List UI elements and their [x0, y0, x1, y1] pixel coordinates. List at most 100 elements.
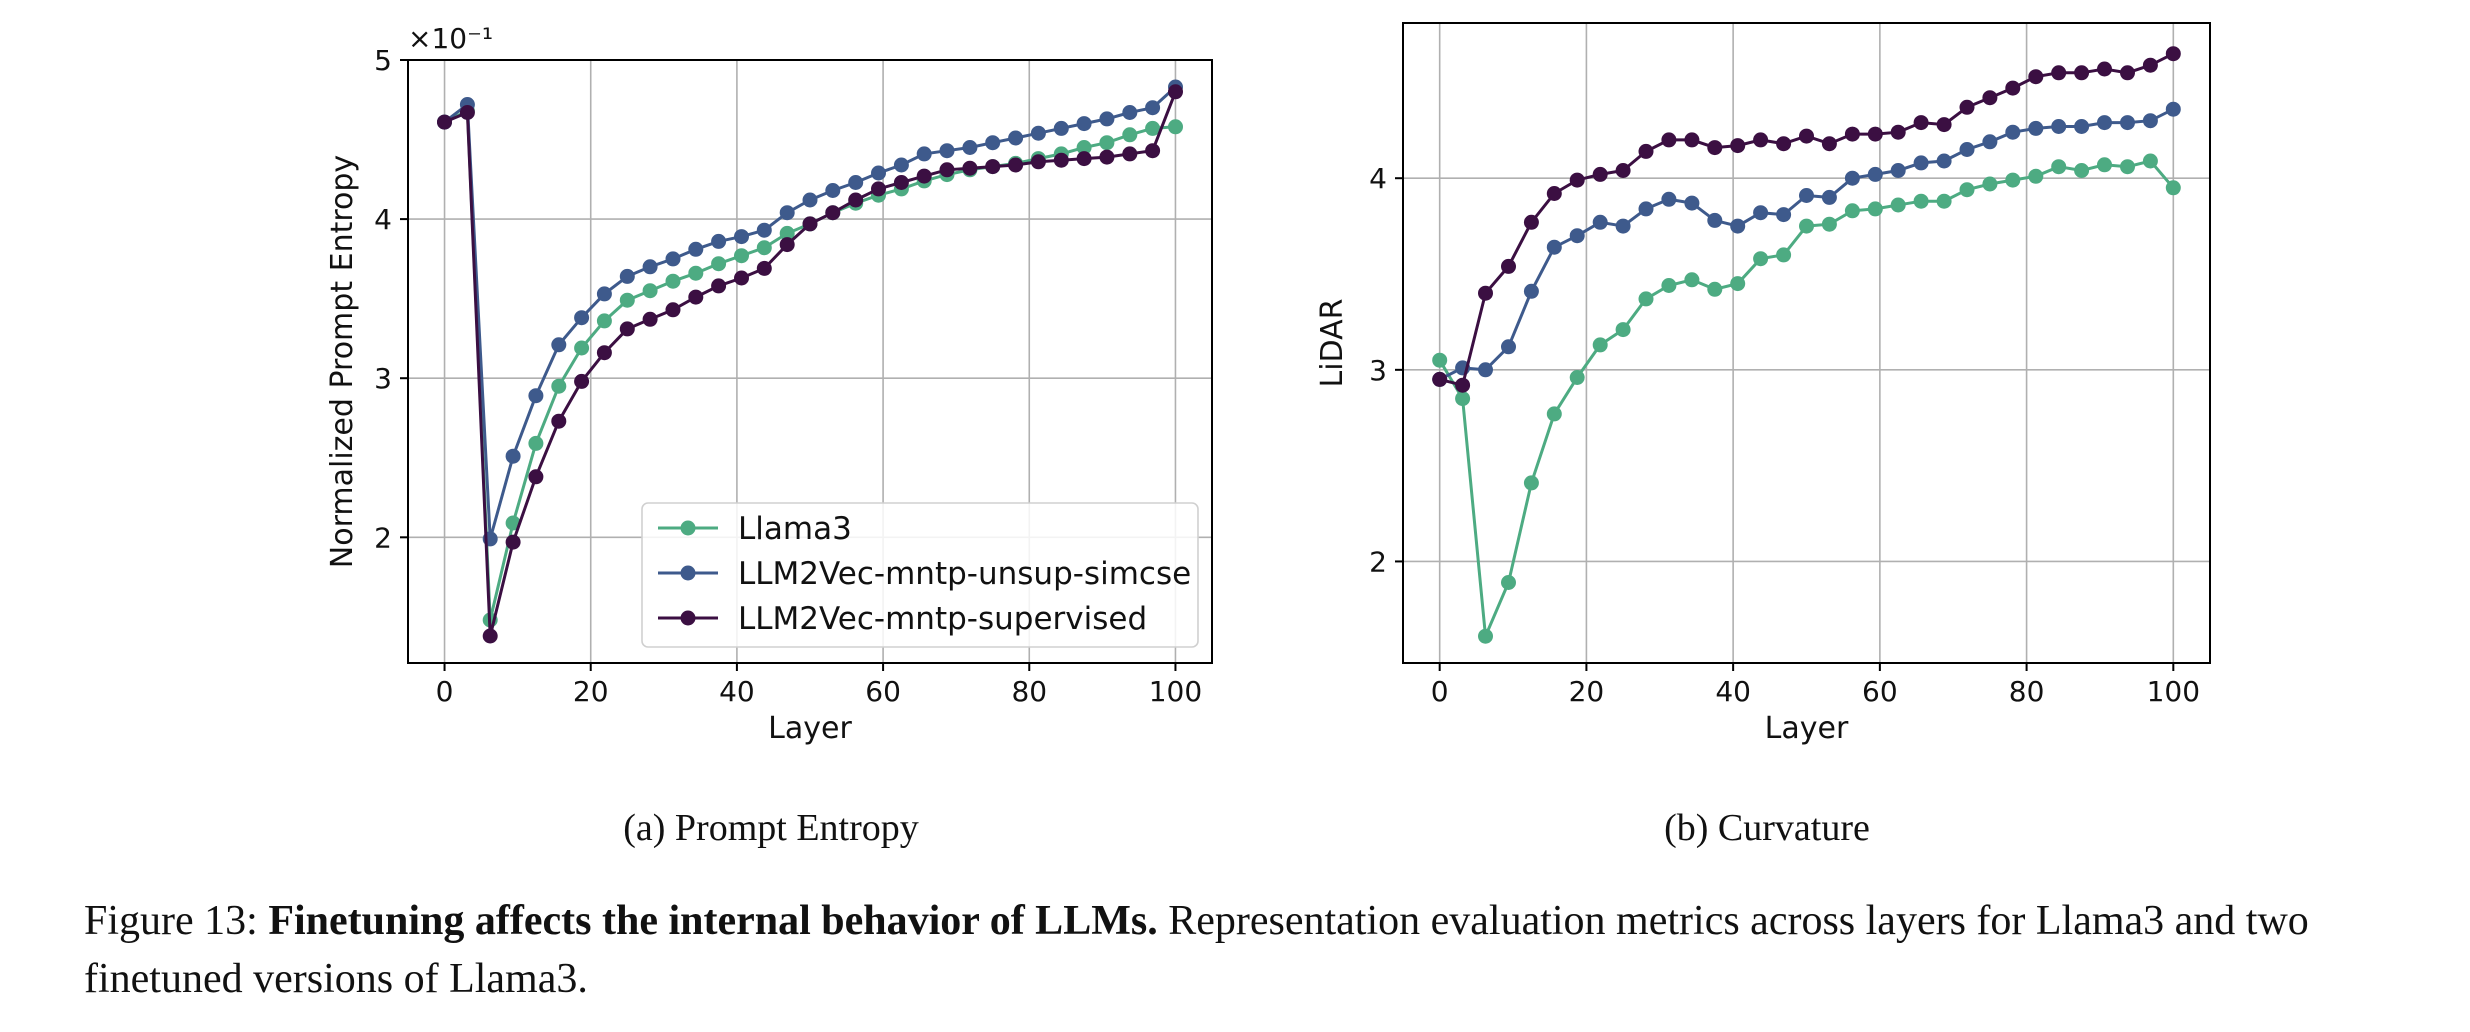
data-point — [1867, 166, 1883, 182]
data-point — [962, 140, 978, 155]
x-axis-label: Layer — [768, 711, 852, 746]
data-point — [1501, 575, 1516, 590]
data-point — [1523, 475, 1539, 491]
data-point — [802, 216, 818, 232]
x-tick-label: 20 — [1569, 675, 1605, 708]
x-tick-label: 0 — [1431, 675, 1449, 708]
y-tick-label: 4 — [1369, 162, 1387, 195]
data-point — [437, 114, 452, 130]
data-point — [2120, 65, 2135, 81]
data-point — [2097, 115, 2112, 131]
data-point — [848, 192, 864, 208]
data-point — [893, 175, 909, 190]
data-point — [688, 289, 704, 305]
x-tick-label: 60 — [1862, 675, 1898, 708]
data-point — [1053, 120, 1069, 136]
data-point — [1867, 126, 1883, 142]
data-point — [665, 302, 681, 318]
data-point — [1753, 132, 1769, 148]
data-point — [848, 175, 864, 190]
data-point — [2028, 168, 2044, 184]
legend-label: LLM2Vec-mntp-supervised — [738, 601, 1147, 637]
data-point — [1776, 247, 1792, 263]
legend-marker — [680, 565, 696, 581]
data-point — [1615, 218, 1631, 234]
x-tick-label: 60 — [865, 675, 901, 708]
data-point — [1523, 283, 1539, 299]
data-point — [1546, 186, 1562, 201]
data-point — [1799, 128, 1814, 144]
data-point — [596, 345, 612, 361]
data-point — [756, 240, 772, 256]
data-point — [1730, 276, 1746, 292]
axes-frame — [407, 59, 1213, 664]
data-point — [779, 225, 795, 241]
data-point — [2028, 120, 2044, 136]
data-point — [551, 378, 567, 394]
data-point — [1099, 135, 1115, 151]
data-point — [779, 205, 795, 221]
data-point — [1455, 391, 1471, 407]
data-point — [1501, 339, 1516, 355]
data-point — [1776, 136, 1792, 152]
data-point — [1913, 115, 1929, 131]
caption-bold: Finetuning affects the internal behavior… — [268, 898, 1158, 944]
x-tick-label: 40 — [1715, 675, 1751, 708]
data-point — [916, 168, 932, 184]
data-point — [596, 286, 612, 302]
data-point — [2051, 119, 2067, 134]
data-point — [734, 248, 749, 264]
y-tick-label: 2 — [374, 521, 392, 554]
data-point — [1936, 193, 1952, 209]
data-point — [1569, 370, 1585, 385]
data-point — [528, 388, 544, 404]
data-point — [1821, 216, 1837, 232]
data-point — [1008, 130, 1024, 146]
data-point — [2005, 80, 2021, 96]
data-point — [756, 260, 772, 276]
data-point — [642, 259, 658, 275]
data-point — [2142, 153, 2158, 169]
x-tick-label: 80 — [2009, 675, 2045, 708]
data-point — [2165, 101, 2181, 117]
data-point — [1913, 155, 1929, 171]
data-point — [2097, 61, 2112, 77]
data-point — [711, 278, 727, 294]
data-point — [688, 241, 704, 257]
data-point — [1122, 146, 1138, 162]
x-tick-label: 20 — [573, 675, 609, 708]
data-point — [2074, 163, 2090, 178]
data-point — [1707, 281, 1723, 297]
data-point — [1076, 116, 1092, 132]
caption-rest: Representation evaluation metrics across… — [84, 898, 2309, 1002]
x-tick-label: 0 — [436, 675, 454, 708]
data-point — [1661, 278, 1677, 293]
data-point — [1890, 163, 1906, 178]
data-point — [985, 159, 1001, 175]
data-point — [1661, 191, 1677, 207]
data-point — [939, 162, 955, 178]
subfigure-caption: (b) Curvature — [1664, 807, 1870, 849]
data-point — [779, 237, 795, 253]
data-point — [1707, 212, 1723, 228]
data-point — [756, 222, 772, 238]
data-point — [893, 157, 909, 173]
data-point — [1730, 138, 1746, 154]
data-point — [2120, 159, 2135, 175]
data-point — [1030, 125, 1046, 141]
data-point — [871, 165, 886, 181]
data-point — [2165, 46, 2181, 62]
data-point — [619, 292, 635, 308]
data-point — [1569, 228, 1585, 244]
data-point — [1959, 182, 1975, 198]
data-point — [1936, 153, 1952, 169]
data-point — [1982, 90, 1998, 106]
data-point — [1478, 362, 1493, 378]
data-point — [1122, 127, 1138, 143]
y-axis-label: LiDAR — [1315, 299, 1350, 388]
data-point — [574, 310, 590, 326]
data-point — [1432, 371, 1448, 387]
data-point — [1982, 176, 1998, 192]
data-point — [619, 321, 635, 337]
